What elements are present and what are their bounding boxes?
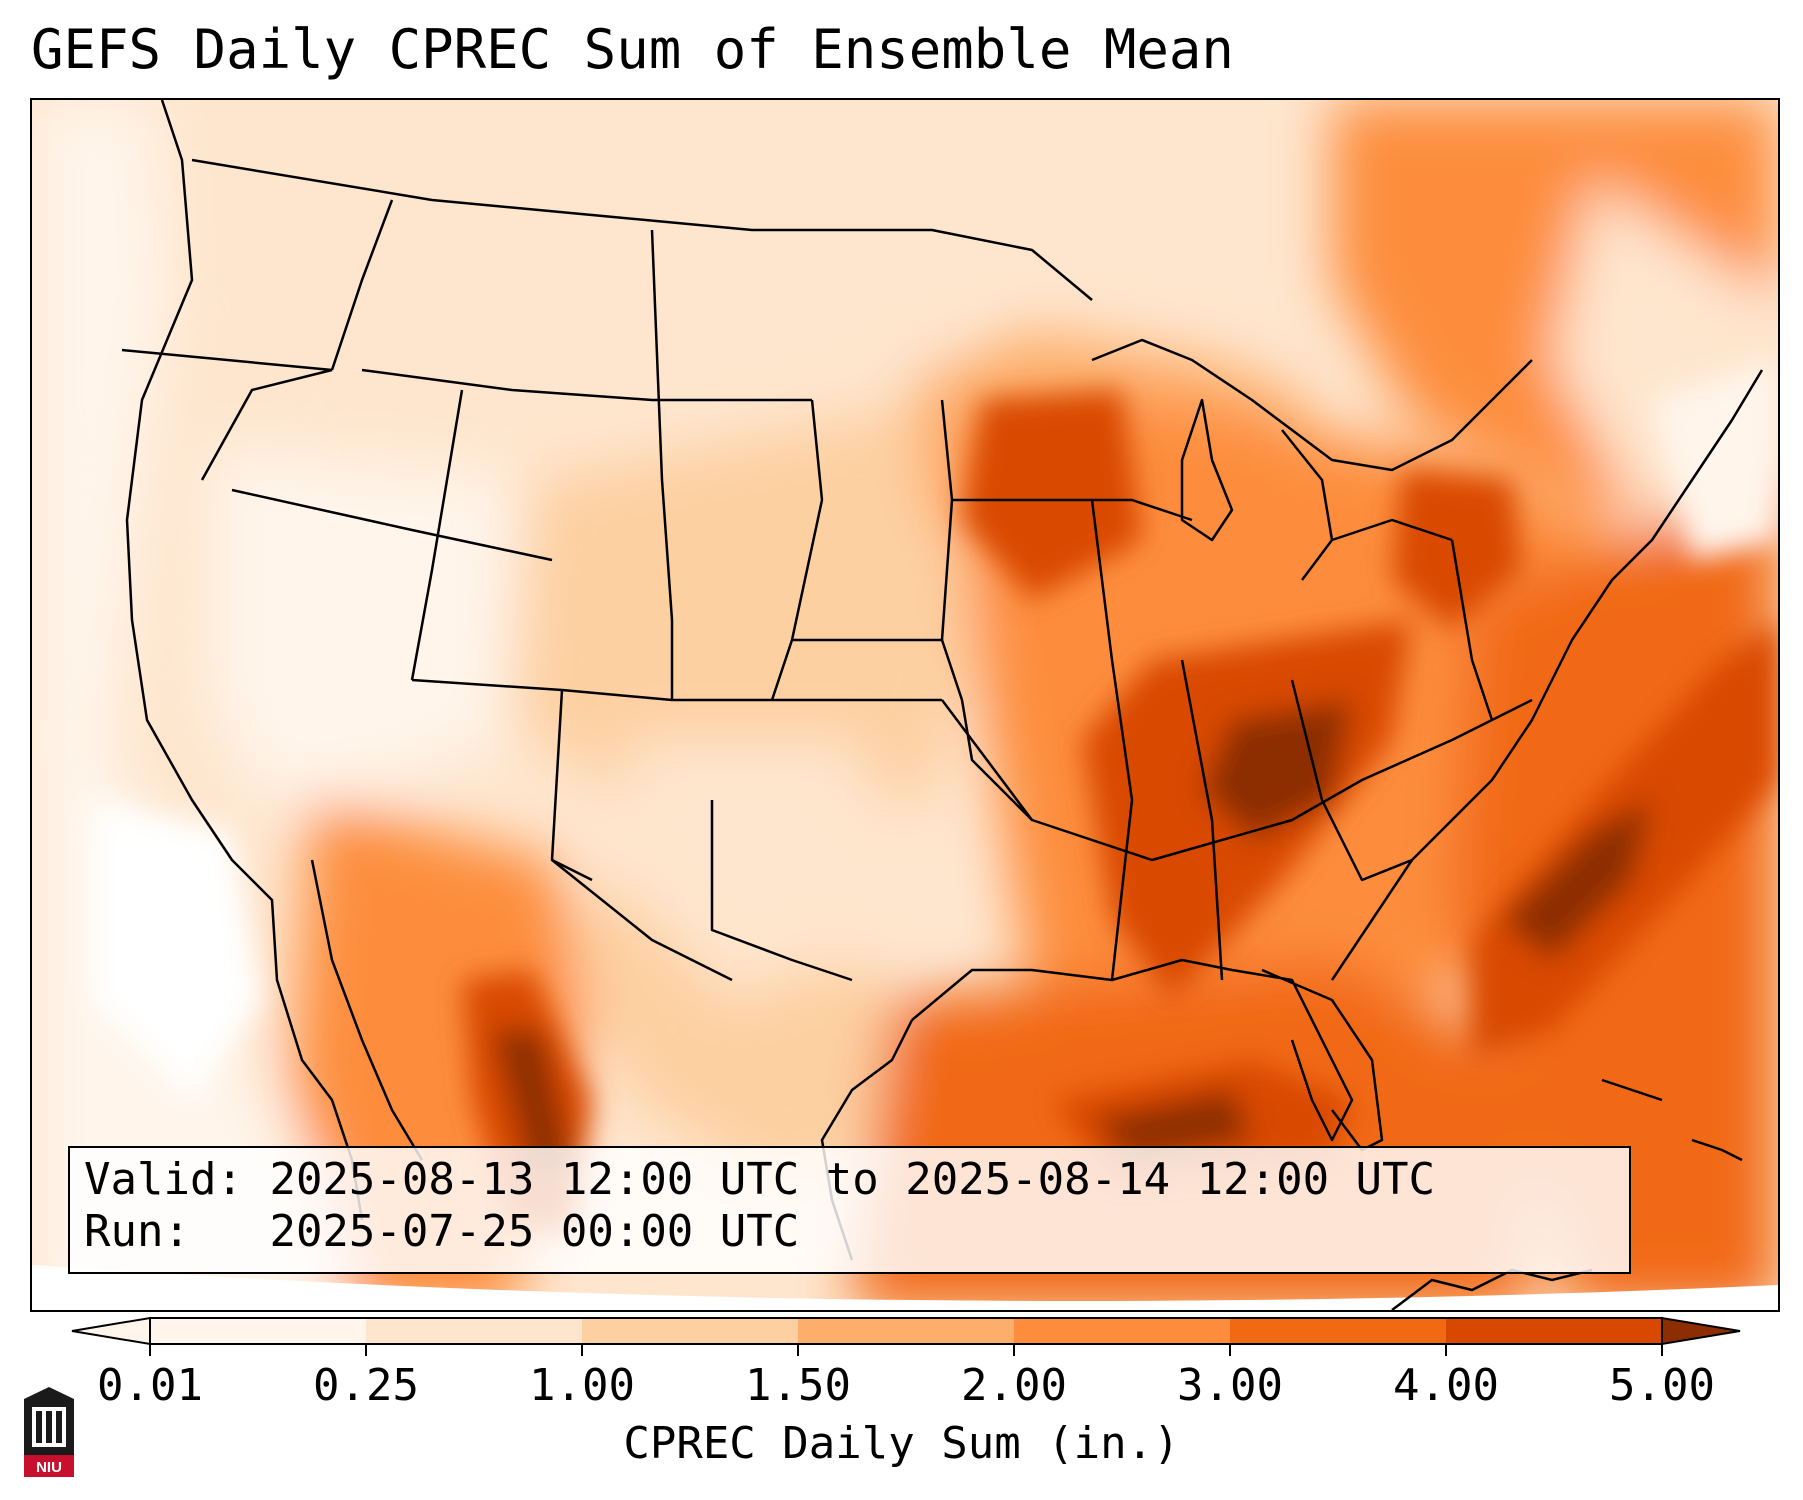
valid-time-range: 2025-08-13 12:00 UTC to 2025-08-14 12:00… xyxy=(269,1154,1436,1205)
colorbar-segment xyxy=(1230,1318,1447,1344)
validity-info-box: Valid: 2025-08-13 12:00 UTC to 2025-08-1… xyxy=(68,1146,1631,1274)
run-time: 2025-07-25 00:00 UTC xyxy=(269,1206,800,1257)
colorbar-segment xyxy=(366,1318,583,1344)
colorbar-extend-min xyxy=(71,1316,151,1346)
colorbar-outline xyxy=(149,1317,1663,1345)
colorbar-tick-label: 0.01 xyxy=(97,1360,203,1411)
precipitation-map xyxy=(32,100,1778,1310)
map-panel: Valid: 2025-08-13 12:00 UTC to 2025-08-1… xyxy=(30,98,1780,1312)
colorbar xyxy=(71,1316,1741,1356)
run-label: Run: xyxy=(84,1206,190,1257)
niu-logo: NIU xyxy=(24,1387,74,1477)
colorbar-segment xyxy=(1014,1318,1231,1344)
colorbar-segment xyxy=(150,1318,367,1344)
colorbar-tick-label: 0.25 xyxy=(313,1360,419,1411)
logo-text: NIU xyxy=(36,1459,62,1476)
colorbar-tick-label: 1.00 xyxy=(529,1360,635,1411)
map-title: GEFS Daily CPREC Sum of Ensemble Mean xyxy=(31,18,1234,81)
colorbar-tick-label: 2.00 xyxy=(961,1360,1067,1411)
colorbar-tick-label: 3.00 xyxy=(1177,1360,1283,1411)
colorbar-tick-label: 1.50 xyxy=(745,1360,851,1411)
colorbar-tick-label: 5.00 xyxy=(1609,1360,1715,1411)
colorbar-segment xyxy=(798,1318,1015,1344)
valid-label: Valid: xyxy=(84,1154,243,1205)
colorbar-segment xyxy=(1446,1318,1663,1344)
colorbar-extend-max xyxy=(1661,1316,1741,1346)
colorbar-segment xyxy=(582,1318,799,1344)
colorbar-label: CPREC Daily Sum (in.) xyxy=(623,1418,1180,1469)
colorbar-tick-label: 4.00 xyxy=(1393,1360,1499,1411)
